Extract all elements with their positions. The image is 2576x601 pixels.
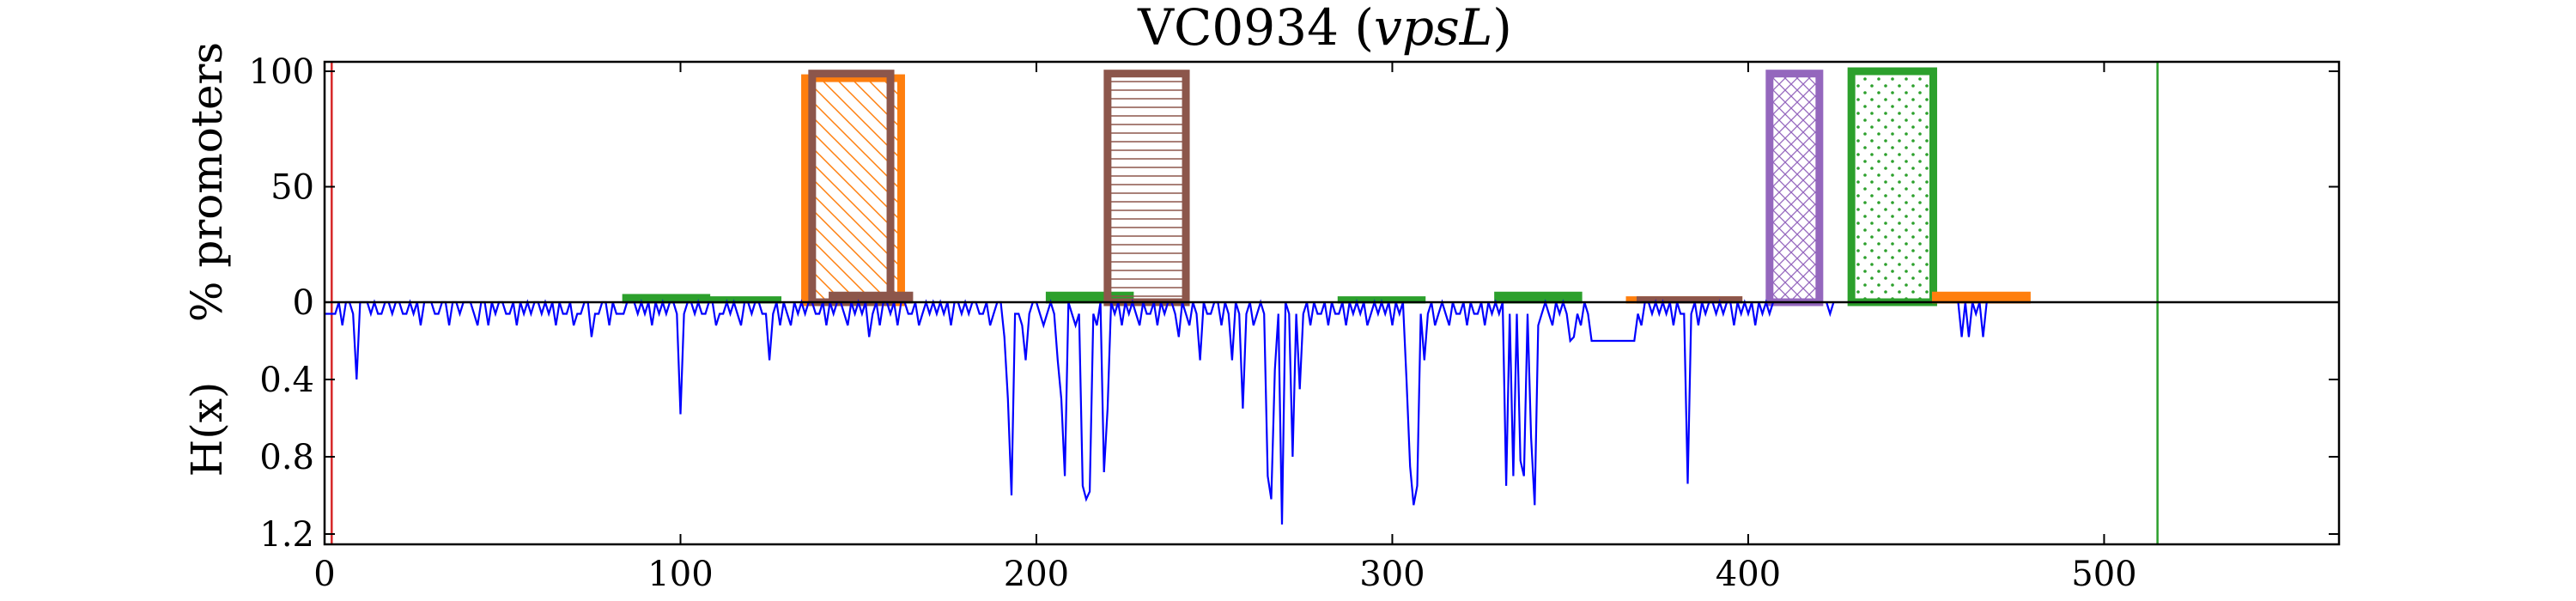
bar-11 [1765,70,1824,307]
entropy-line-0 [325,299,1775,525]
entropy-line-2 [1957,301,1988,337]
bottom-panel-plot [325,299,1988,525]
top-y-tick-label-0: 0 [293,283,314,323]
bar-4 [829,291,914,304]
bar-13 [1931,291,2031,304]
x-tick-label-0: 0 [313,555,335,594]
bar-2 [801,74,905,307]
x-tick-label-3: 300 [1359,555,1425,594]
entropy-line-1 [1826,301,1835,318]
bottom-y-axis-title: H(x) [182,382,232,477]
chart-title: VC0934 (vpsL) [1137,0,1512,57]
plot-frame [323,60,2341,546]
bottom-y-tick-label-2: 1.2 [259,515,314,555]
bar-8 [1494,291,1583,304]
bottom-y-tick-label-1: 0.8 [259,438,314,477]
bar-6 [1103,70,1190,307]
x-tick-label-1: 100 [647,555,713,594]
bottom-y-tick-label-0: 0.4 [259,361,314,400]
top-y-axis-title: % promoters [182,42,232,322]
x-tick-label-2: 200 [1004,555,1069,594]
bar-12 [1847,67,1937,307]
top-y-tick-label-1: 50 [270,168,314,208]
x-tick-label-5: 500 [2071,555,2136,594]
x-tick-label-4: 400 [1716,555,1781,594]
y-axis-ticks: 0 50 100 0.4 0.8 1.2 [249,52,2339,555]
x-axis-ticks: 0 100 200 300 400 500 [313,62,2137,594]
top-y-tick-label-2: 100 [249,52,314,92]
